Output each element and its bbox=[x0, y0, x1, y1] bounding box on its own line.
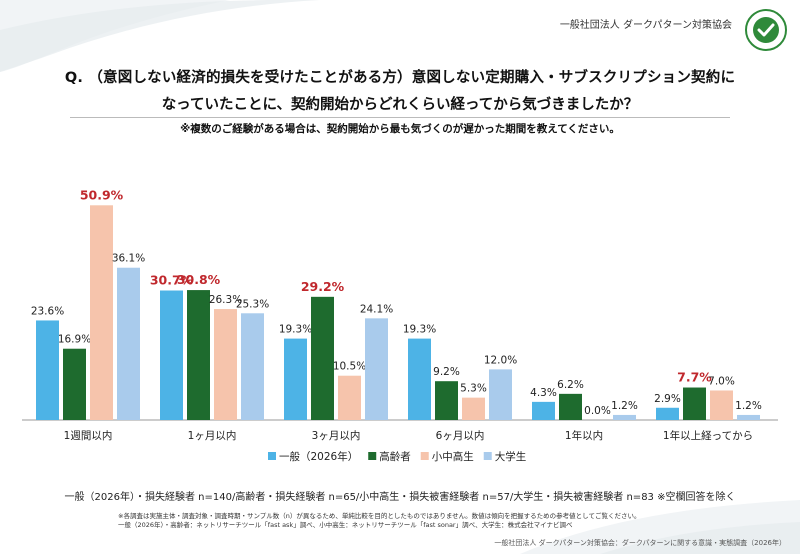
source-note: 一般社団法人 ダークパターン対策協会：ダークパターンに関する意識・実態調査（20… bbox=[494, 539, 786, 547]
data-label: 7.0% bbox=[708, 375, 735, 387]
data-label: 36.1% bbox=[112, 253, 145, 265]
data-label: 4.3% bbox=[530, 387, 557, 399]
bar bbox=[365, 318, 388, 420]
legend-label: 大学生 bbox=[495, 450, 527, 463]
organization-name: 一般社団法人 ダークパターン対策協会 bbox=[559, 20, 732, 31]
sample-size-note: 一般（2026年）・損失経験者 n=140/高齢者・損失経験者 n=65/小中高… bbox=[64, 492, 736, 503]
bar bbox=[737, 414, 760, 420]
data-label: 23.6% bbox=[31, 305, 64, 317]
data-label: 9.2% bbox=[433, 366, 460, 378]
category-label: 1年以内 bbox=[565, 429, 603, 442]
bar bbox=[338, 375, 361, 420]
data-label: 16.9% bbox=[58, 334, 91, 346]
bar bbox=[63, 348, 86, 420]
data-label: 24.1% bbox=[360, 303, 393, 315]
category-label: 1年以上経ってから bbox=[663, 429, 753, 442]
bar bbox=[462, 397, 485, 420]
category-label: 1ヶ月以内 bbox=[188, 429, 237, 442]
bar bbox=[559, 393, 582, 420]
bar bbox=[117, 267, 140, 420]
category-label: 1週間以内 bbox=[64, 429, 113, 442]
data-label: 25.3% bbox=[236, 298, 269, 310]
bar-chart: 23.6% 16.9% 50.9% 36.1% 1週間以内 30.7%30.8% 26.3%… bbox=[22, 187, 778, 463]
legend-swatch bbox=[483, 452, 492, 460]
question-note: ※複数のご経験がある場合は、契約開始から最も気づくのが遅かった期間を教えてくださ… bbox=[180, 123, 620, 135]
legend-label: 高齢者 bbox=[379, 450, 411, 463]
bar bbox=[683, 387, 706, 420]
bar bbox=[408, 338, 431, 420]
data-label: 29.2% bbox=[301, 279, 345, 294]
bar bbox=[90, 205, 113, 420]
legend-label: 一般（2026年） bbox=[279, 450, 358, 463]
bar bbox=[656, 407, 679, 420]
data-label: 1.2% bbox=[735, 400, 762, 412]
ndd-logo-icon bbox=[745, 9, 787, 51]
bar bbox=[489, 369, 512, 420]
data-label: 30.7% bbox=[150, 273, 194, 288]
data-label: 19.3% bbox=[403, 324, 436, 336]
category-label: 3ヶ月以内 bbox=[312, 429, 361, 442]
data-label: 50.9% bbox=[80, 187, 124, 202]
legend-label: 小中高生 bbox=[432, 450, 474, 463]
data-label: 1.2% bbox=[611, 400, 638, 412]
bar bbox=[613, 414, 636, 420]
bar bbox=[435, 381, 458, 420]
bar bbox=[311, 296, 334, 420]
question-line-1: Q. （意図しない経済的損失を受けたことがある方）意図しない定期購入・サブスクリ… bbox=[64, 70, 736, 86]
data-label: 0.0% bbox=[584, 405, 611, 417]
category-label: 6ヶ月以内 bbox=[436, 429, 485, 442]
bar bbox=[187, 290, 210, 420]
question-line-2: なっていたことに、契約開始からどれくらい経ってから気づきましたか？ bbox=[161, 97, 639, 113]
footnote-1: ※各調査は実施主体・調査対象・調査時期・サンプル数（n）が異なるため、単純比較を… bbox=[118, 512, 641, 520]
data-label: 10.5% bbox=[333, 361, 366, 373]
data-label: 19.3% bbox=[279, 324, 312, 336]
data-label: 6.2% bbox=[557, 379, 584, 391]
data-label: 26.3% bbox=[209, 294, 242, 306]
bar bbox=[214, 309, 237, 420]
footnote-2: 一般（2026年）・高齢者：ネットリサーチツール「fast ask」調べ、小中高… bbox=[118, 521, 573, 529]
legend-swatch bbox=[420, 452, 429, 460]
bar bbox=[36, 320, 59, 420]
bar bbox=[710, 390, 733, 420]
legend-swatch bbox=[368, 452, 377, 460]
bar bbox=[160, 290, 183, 420]
legend-swatch bbox=[268, 452, 276, 460]
bar bbox=[241, 313, 264, 420]
data-label: 5.3% bbox=[460, 383, 487, 395]
bar bbox=[532, 401, 555, 420]
data-label: 12.0% bbox=[484, 354, 517, 366]
data-label: 30.8% bbox=[177, 272, 221, 287]
title-divider bbox=[70, 117, 730, 118]
bar bbox=[284, 338, 307, 420]
data-label: 7.7% bbox=[677, 370, 712, 385]
data-label: 2.9% bbox=[654, 393, 681, 405]
